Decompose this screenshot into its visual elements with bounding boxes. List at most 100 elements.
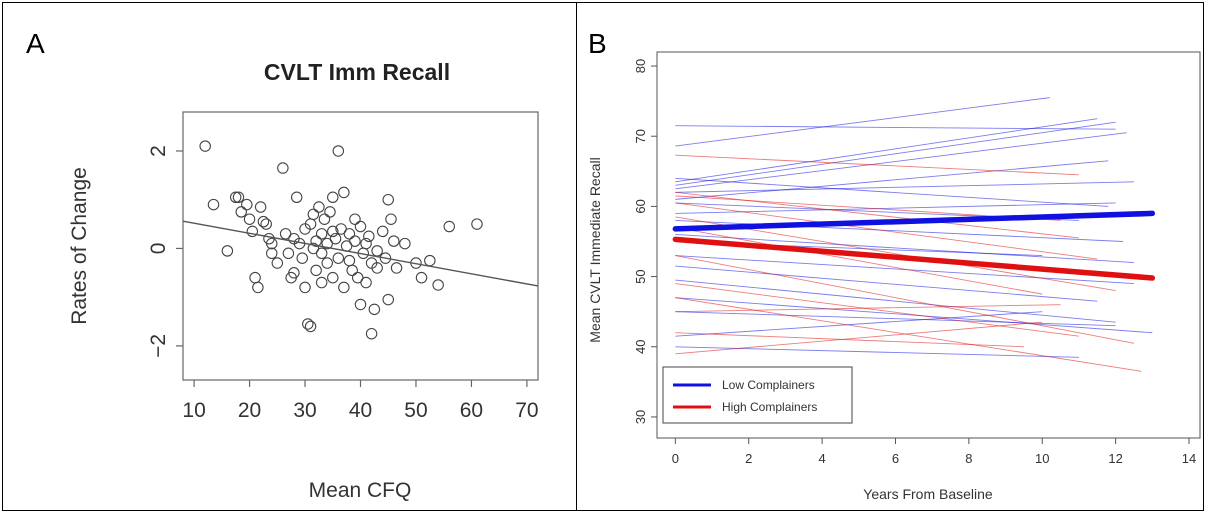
chart-b-trajectory-high bbox=[675, 304, 1061, 313]
chart-a-point bbox=[388, 235, 400, 247]
chart-a-point bbox=[343, 228, 356, 240]
chart-b-trajectory-low bbox=[675, 311, 1116, 327]
chart-a-point bbox=[371, 262, 383, 274]
chart-a-point bbox=[315, 228, 328, 240]
chart-a-point bbox=[332, 145, 345, 157]
chart-b-trajectory-low bbox=[675, 132, 1127, 190]
chart-a-point bbox=[207, 198, 220, 211]
chart-a-point bbox=[252, 281, 264, 294]
chart-a-xlabel: Mean CFQ bbox=[309, 479, 412, 502]
chart-a-point bbox=[277, 162, 289, 174]
chart-a-point bbox=[363, 230, 375, 243]
chart-a-ylabel: Rates of Change bbox=[68, 167, 91, 325]
chart-a-point bbox=[302, 318, 314, 330]
chart-a-point bbox=[229, 191, 242, 204]
legend-label-low-complainers: Low Complainers bbox=[722, 378, 815, 392]
chart-a-point bbox=[382, 293, 394, 306]
chart-a-point bbox=[376, 225, 389, 238]
chart-b-trajectory-high bbox=[675, 227, 1043, 295]
chart-a-point bbox=[354, 220, 367, 233]
chart-b-trajectory-low bbox=[675, 177, 1109, 207]
chart-b-trajectory-high bbox=[675, 191, 1079, 239]
chart-b-trajectory-low bbox=[675, 121, 1116, 186]
chart-b-mean-line-high bbox=[672, 236, 1156, 281]
chart-a-point bbox=[385, 213, 397, 225]
chart-a-plot-box bbox=[182, 111, 539, 381]
chart-b-cvlt-trajectories: Years From Baseline Mean CVLT Immediate … bbox=[587, 51, 1201, 502]
chart-a-point bbox=[360, 276, 372, 289]
chart-a-point bbox=[299, 223, 311, 235]
chart-b-ytick-label: 60 bbox=[633, 199, 648, 213]
chart-a-point bbox=[321, 237, 333, 250]
chart-a-xtick-label: 60 bbox=[460, 399, 483, 422]
chart-a-point bbox=[329, 232, 342, 245]
chart-b-trajectory-low bbox=[675, 265, 1098, 302]
chart-a-point bbox=[368, 303, 381, 316]
chart-a-xtick-label: 70 bbox=[515, 399, 538, 422]
chart-a-xtick-label: 30 bbox=[293, 399, 316, 422]
chart-a-point bbox=[327, 225, 339, 238]
chart-b-ytick-label: 70 bbox=[633, 129, 648, 143]
chart-a-point bbox=[243, 213, 256, 225]
chart-b-trajectory-low bbox=[675, 125, 1116, 130]
chart-a-point bbox=[327, 271, 339, 284]
chart-a-point bbox=[382, 193, 394, 206]
chart-a-point bbox=[299, 281, 311, 294]
chart-a-point bbox=[199, 140, 211, 152]
chart-a-point bbox=[310, 264, 322, 277]
chart-a-point bbox=[415, 271, 428, 284]
chart-a-point bbox=[221, 245, 234, 257]
chart-b-trajectory-high bbox=[675, 283, 1079, 337]
chart-a-point bbox=[321, 257, 333, 269]
chart-b-trajectory-low bbox=[675, 297, 1153, 334]
chart-b-xtick-label: 8 bbox=[965, 451, 972, 466]
chart-a-point bbox=[318, 213, 331, 225]
chart-a-point bbox=[327, 191, 339, 204]
chart-a-point bbox=[313, 201, 325, 213]
chart-a-point bbox=[282, 247, 295, 260]
chart-a-ytick-label: 2 bbox=[147, 145, 170, 157]
panel-label-a: A bbox=[26, 28, 45, 59]
chart-a-point bbox=[379, 252, 392, 264]
chart-b-trajectory-low bbox=[675, 181, 1134, 193]
chart-a-point bbox=[335, 223, 347, 235]
chart-a-point bbox=[349, 213, 361, 225]
chart-b-trajectory-high bbox=[675, 154, 1079, 176]
chart-a-point bbox=[254, 201, 267, 213]
chart-a-regression-line bbox=[182, 220, 539, 287]
chart-a-point bbox=[443, 220, 455, 233]
chart-a-point bbox=[349, 235, 361, 247]
chart-a-point bbox=[307, 208, 320, 221]
chart-b-trajectory-low bbox=[675, 118, 1098, 183]
chart-a-point bbox=[360, 237, 372, 250]
chart-a-point bbox=[338, 281, 350, 294]
chart-a-point bbox=[324, 206, 336, 218]
chart-b-xtick-label: 4 bbox=[818, 451, 825, 466]
chart-a-xtick-label: 20 bbox=[238, 399, 261, 422]
chart-a-point bbox=[365, 327, 378, 340]
chart-b-trajectory-high bbox=[675, 297, 1142, 372]
chart-a-point bbox=[288, 267, 300, 279]
chart-b-ytick-label: 40 bbox=[633, 340, 648, 354]
chart-a-point bbox=[232, 191, 245, 204]
chart-b-ytick-label: 50 bbox=[633, 269, 648, 283]
chart-a-point bbox=[296, 252, 309, 264]
chart-a-point bbox=[279, 228, 292, 240]
chart-b-trajectory-high bbox=[675, 321, 1043, 355]
chart-b-xtick-label: 6 bbox=[892, 451, 899, 466]
chart-a-title: CVLT Imm Recall bbox=[264, 59, 450, 85]
chart-a-point bbox=[241, 198, 253, 211]
chart-b-xtick-label: 0 bbox=[672, 451, 679, 466]
chart-a-point bbox=[271, 257, 284, 269]
chart-a-point bbox=[351, 271, 364, 284]
legend-label-high-complainers: High Complainers bbox=[722, 400, 817, 414]
chart-a-point bbox=[315, 276, 328, 289]
chart-b-trajectory-low bbox=[675, 234, 1134, 263]
chart-b-xtick-label: 14 bbox=[1182, 451, 1196, 466]
chart-a-point bbox=[471, 218, 483, 230]
chart-a-point bbox=[390, 262, 403, 274]
chart-a-cvlt-imm-recall: CVLT Imm Recall Mean CFQ Rates of Change… bbox=[68, 59, 539, 502]
chart-b-trajectory-low bbox=[675, 279, 1116, 323]
chart-b-xtick-label: 2 bbox=[745, 451, 752, 466]
